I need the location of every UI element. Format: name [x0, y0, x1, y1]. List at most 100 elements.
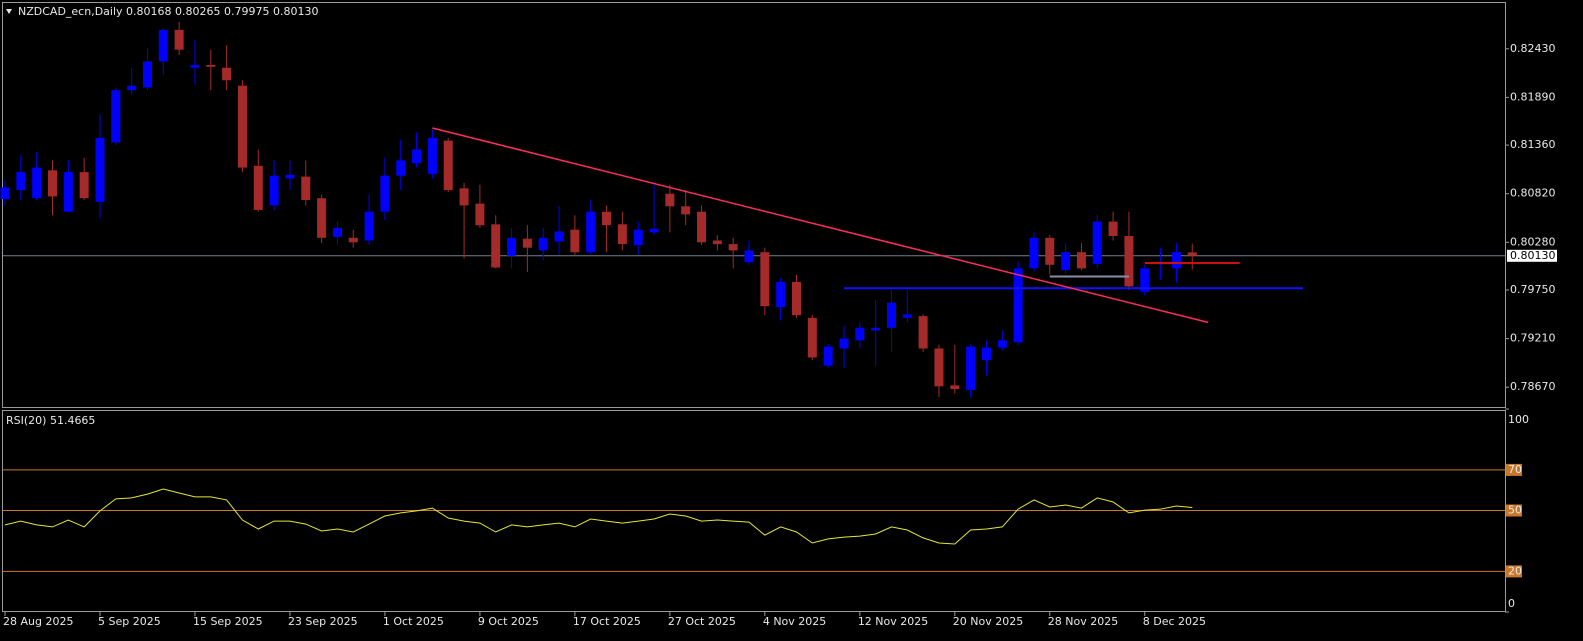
candle-body — [190, 65, 200, 68]
candle-body — [396, 160, 406, 176]
candle-body — [697, 211, 707, 243]
x-tick-label: 4 Nov 2025 — [763, 615, 826, 628]
x-tick-label: 23 Sep 2025 — [288, 615, 358, 628]
x-tick-label: 1 Oct 2025 — [383, 615, 444, 628]
candle-body — [1108, 221, 1118, 236]
candle-body — [728, 244, 738, 251]
candle-body — [981, 347, 991, 361]
candle-body — [602, 211, 612, 226]
candle-body — [222, 67, 232, 81]
candle-body — [348, 237, 358, 243]
candle-body — [127, 85, 137, 91]
candle-body — [1171, 252, 1181, 269]
candle-body — [855, 327, 865, 341]
candle-body — [617, 224, 627, 245]
candle-body — [443, 140, 453, 191]
candle-body — [79, 172, 89, 199]
candle-body — [586, 211, 596, 253]
menu-triangle — [6, 9, 12, 14]
candle-body — [301, 176, 311, 200]
rsi-title: RSI(20) 51.4665 — [6, 414, 95, 427]
y-tick-label: 70 — [1508, 463, 1522, 476]
candle-body — [285, 174, 295, 179]
y-tick-label: 0.78670 — [1510, 380, 1556, 393]
y-tick-label: 0.80280 — [1510, 235, 1556, 248]
candle-body — [902, 314, 912, 318]
candle-body — [174, 29, 184, 50]
candle-body — [1124, 236, 1134, 287]
x-tick-label: 28 Aug 2025 — [3, 615, 73, 628]
y-tick-label: 20 — [1508, 564, 1522, 577]
x-tick-label: 5 Sep 2025 — [98, 615, 161, 628]
candle-body — [839, 338, 849, 349]
candle-body — [332, 227, 342, 237]
candle-body — [966, 346, 976, 390]
candle-body — [237, 85, 247, 168]
candle-body — [47, 170, 57, 197]
x-tick-label: 20 Nov 2025 — [953, 615, 1023, 628]
candle-body — [16, 172, 26, 191]
candle-body — [807, 317, 817, 358]
candle-body — [1013, 268, 1023, 343]
x-tick-label: 12 Nov 2025 — [858, 615, 928, 628]
y-tick-label: 0.79750 — [1510, 283, 1556, 296]
y-tick-label: 0 — [1508, 597, 1515, 610]
candle-body — [823, 346, 833, 366]
y-tick-label: 0.80820 — [1510, 187, 1556, 200]
candle-body — [649, 228, 659, 233]
x-tick-label: 9 Oct 2025 — [478, 615, 539, 628]
candle-body — [507, 237, 517, 256]
rsi-line — [4, 488, 1193, 545]
candle-body — [871, 327, 881, 331]
x-tick-label: 8 Dec 2025 — [1143, 615, 1206, 628]
candle-body — [158, 29, 168, 62]
candle-body — [459, 188, 469, 206]
candle-body — [206, 65, 216, 67]
candle-body — [1140, 268, 1150, 292]
candle-body — [681, 206, 691, 215]
candle-body — [918, 316, 928, 349]
candle-body — [32, 167, 42, 199]
candle-body — [1045, 237, 1055, 265]
candle-body — [570, 229, 580, 253]
last-price-box — [1507, 249, 1557, 262]
price-panel — [2, 2, 1506, 408]
y-tick-label: 0.81360 — [1510, 138, 1556, 151]
y-tick-label: 0.79210 — [1510, 332, 1556, 345]
candle-body — [776, 281, 786, 308]
candle-body — [253, 165, 263, 210]
candle-body — [491, 224, 501, 268]
x-tick-label: 17 Oct 2025 — [573, 615, 641, 628]
trend-line — [432, 127, 1209, 324]
x-tick-label: 15 Sep 2025 — [193, 615, 263, 628]
candle-body — [538, 237, 548, 251]
candle-body — [760, 252, 770, 307]
candle-body — [0, 187, 10, 200]
candle-body — [1076, 252, 1086, 269]
candle-body — [269, 175, 279, 206]
candle-body — [1092, 221, 1102, 264]
candle-body — [364, 211, 374, 241]
y-tick-label: 100 — [1508, 413, 1529, 426]
candle-body — [412, 149, 422, 164]
level-box — [1506, 565, 1522, 578]
candle-body — [475, 203, 485, 226]
candle-body — [633, 229, 643, 245]
candle-body — [712, 240, 722, 245]
candle-body — [380, 175, 390, 212]
level-box — [1506, 463, 1522, 476]
candle-body — [142, 61, 152, 88]
candle-body — [554, 231, 564, 242]
chart-title: NZDCAD_ecn,Daily 0.80168 0.80265 0.79975… — [18, 5, 318, 18]
candle-body — [63, 172, 73, 212]
candle-body — [1029, 237, 1039, 269]
candle-body — [934, 348, 944, 387]
last-price-label: 0.80130 — [1510, 249, 1556, 262]
candle-body — [950, 385, 960, 389]
candle-body — [744, 250, 754, 263]
candle-body — [792, 281, 801, 316]
candle-body — [427, 137, 437, 174]
candle-body — [997, 340, 1007, 348]
